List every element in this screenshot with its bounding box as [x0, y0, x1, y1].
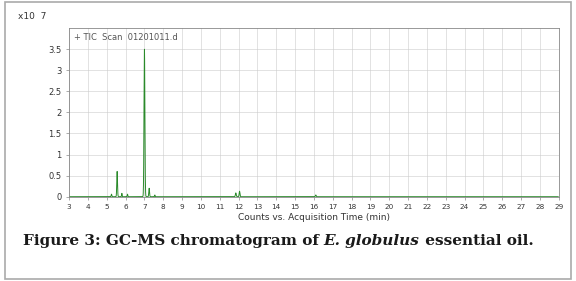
Text: Figure 3: GC-MS chromatogram of: Figure 3: GC-MS chromatogram of	[22, 234, 324, 248]
Text: essential oil.: essential oil.	[420, 234, 533, 248]
Text: x10  7: x10 7	[18, 12, 46, 21]
Text: + TIC  Scan  01201011.d: + TIC Scan 01201011.d	[74, 33, 178, 42]
Text: E. globulus: E. globulus	[324, 234, 420, 248]
X-axis label: Counts vs. Acquisition Time (min): Counts vs. Acquisition Time (min)	[238, 213, 390, 222]
